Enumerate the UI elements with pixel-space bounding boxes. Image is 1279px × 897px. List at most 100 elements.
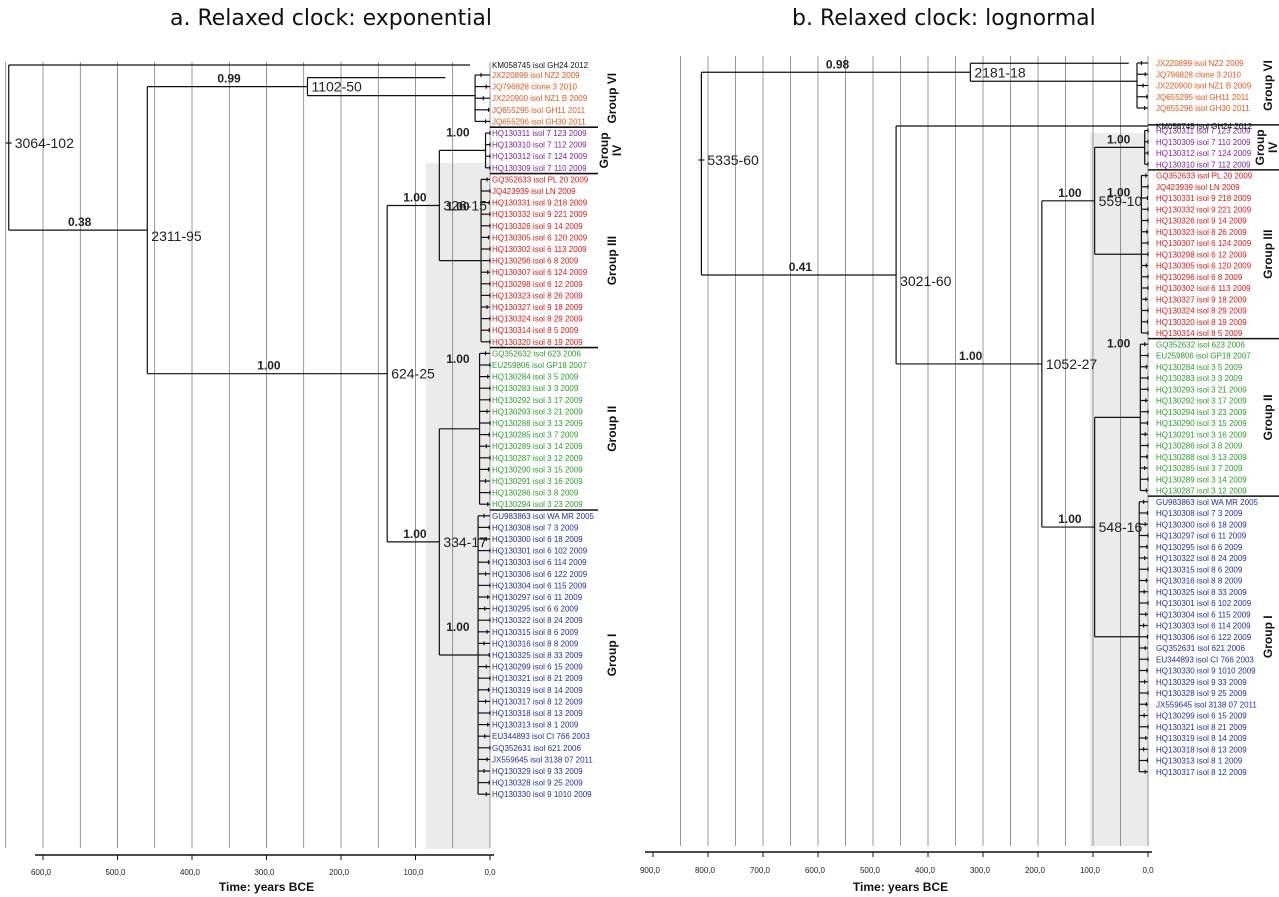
- axis-tick-label: 500,0: [105, 868, 126, 877]
- taxon-label: HQ130288 isol 3 13 2009: [492, 419, 583, 428]
- hpd-shade: [426, 163, 490, 849]
- taxon-label: HQ130320 isol 8 19 2009: [1156, 318, 1247, 327]
- taxon-label: HQ130291 isol 3 16 2009: [1156, 430, 1247, 439]
- outgroup-label: KM058745 isol GH24 2012: [1156, 122, 1253, 131]
- node-age-label: 548-16: [1099, 519, 1143, 535]
- taxon-label: HQ130303 isol 6 114 2009: [1156, 622, 1251, 631]
- taxon-label: HQ130321 isol 8 21 2009: [492, 674, 583, 683]
- taxon-label: HQ130330 isol 9 1010 2009: [1156, 667, 1256, 676]
- taxon-label: HQ130323 isol 8 26 2009: [492, 291, 583, 300]
- posterior-label: 0.98: [826, 57, 850, 71]
- taxon-label: HQ130301 isol 6 102 2009: [492, 547, 588, 556]
- taxon-label: HQ130287 isol 3 12 2009: [492, 454, 583, 463]
- axis-tick-label: 200,0: [1025, 866, 1046, 875]
- taxon-label: HQ130296 isol 6 8 2009: [1156, 273, 1243, 282]
- taxon-label: HQ130304 isol 6 115 2009: [492, 581, 587, 590]
- taxon-label: HQ130291 isol 3 16 2009: [492, 477, 583, 486]
- taxon-label: JQ655295 isol GH11 2011: [1156, 93, 1250, 102]
- taxon-label: HQ130306 isol 6 122 2009: [492, 570, 588, 579]
- taxon-label: EU344893 isol CI 766 2003: [1156, 655, 1254, 664]
- axis-tick-label: 600,0: [31, 868, 52, 877]
- panel-a-tree: JX220899 isol NZ2 2009 JQ796828 clone 3 2…: [5, 61, 624, 894]
- posterior-label: 0.38: [68, 215, 92, 229]
- taxon-label: HQ130314 isol 8 5 2009: [1156, 329, 1243, 338]
- group-label: Group III: [605, 236, 619, 285]
- taxon-label: JQ423939 isol LN 2009: [492, 187, 576, 196]
- node-age-label: 2181-18: [974, 64, 1026, 80]
- taxon-label: HQ130297 isol 6 11 2009: [492, 593, 583, 602]
- axis-tick-label: 400,0: [180, 868, 201, 877]
- taxon-label: HQ130332 isol 9 221 2009: [1156, 205, 1252, 214]
- taxon-label: HQ130315 isol 8 6 2009: [492, 628, 579, 637]
- posterior-label: 1.00: [446, 200, 470, 214]
- taxon-label: GQ352632 isol 623 2006: [1156, 340, 1246, 349]
- posterior-label: 1.00: [403, 527, 427, 541]
- group-label: Group I: [1261, 615, 1275, 658]
- taxon-label: HQ130293 isol 3 21 2009: [492, 407, 583, 416]
- node-age-label: 326-15: [443, 198, 487, 214]
- taxon-label: HQ130292 isol 3 17 2009: [492, 396, 583, 405]
- taxon-label: EU259806 isol GP18 2007: [492, 361, 587, 370]
- node-age-label: 559-10: [1099, 193, 1143, 209]
- taxon-label: HQ130295 isol 6 6 2009: [492, 605, 579, 614]
- posterior-label: 1.00: [1058, 512, 1082, 526]
- taxon-label: HQ130305 isol 6 120 2009: [1156, 262, 1252, 271]
- taxon-label: HQ130297 isol 6 11 2009: [1156, 532, 1247, 541]
- group-label: Group II: [605, 406, 619, 452]
- outgroup-label: KM058745 isol GH24 2012: [492, 61, 589, 70]
- taxon-label: JX220900 isol NZ1 B 2009: [492, 94, 588, 103]
- taxon-label: HQ130300 isol 6 18 2009: [492, 535, 583, 544]
- posterior-label: 1.00: [1058, 186, 1082, 200]
- posterior-label: 0.99: [217, 72, 241, 86]
- taxon-label: HQ130324 isol 8 29 2009: [1156, 307, 1247, 316]
- taxon-label: HQ130313 isol 8 1 2009: [492, 721, 579, 730]
- group-label: Group VI: [1261, 60, 1275, 111]
- posterior-label: 0.41: [789, 260, 813, 274]
- taxon-label: JX559645 isol 3138 07 2011: [492, 755, 593, 764]
- posterior-label: 1.00: [446, 352, 470, 366]
- taxon-label: HQ130318 isol 8 13 2009: [492, 709, 583, 718]
- taxon-label: HQ130295 isol 6 6 2009: [1156, 543, 1243, 552]
- taxon-label: GU983863 isol WA MR 2005: [492, 512, 595, 521]
- group-label: Group II: [1261, 394, 1275, 440]
- taxon-label: HQ130316 isol 8 8 2009: [1156, 577, 1243, 586]
- taxon-label: HQ130319 isol 8 14 2009: [1156, 734, 1247, 743]
- taxon-label: HQ130299 isol 6 15 2009: [1156, 712, 1247, 721]
- axis-tick-label: 700,0: [750, 866, 771, 875]
- taxon-label: HQ130312 isol 7 124 2009: [1156, 149, 1252, 158]
- taxon-label: HQ130298 isol 6 12 2009: [492, 280, 583, 289]
- taxon-label: JQ796828 clone 3 2010: [1156, 70, 1242, 79]
- taxon-label: HQ130314 isol 8 5 2009: [492, 326, 579, 335]
- taxon-label: HQ130318 isol 8 13 2009: [1156, 745, 1247, 754]
- axis-tick-label: 0,0: [484, 868, 496, 877]
- taxon-label: HQ130300 isol 6 18 2009: [1156, 520, 1247, 529]
- taxon-label: GU983863 isol WA MR 2005: [1156, 498, 1259, 507]
- taxon-label: HQ130316 isol 8 8 2009: [492, 639, 579, 648]
- taxon-label: HQ130303 isol 6 114 2009: [492, 558, 587, 567]
- node-age-label: 5335-60: [707, 152, 759, 168]
- taxon-label: HQ130308 isol 7 3 2009: [492, 523, 579, 532]
- taxon-label: HQ130284 isol 3 5 2009: [492, 373, 579, 382]
- posterior-label: 1.00: [959, 349, 983, 363]
- taxon-label: HQ130298 isol 6 12 2009: [1156, 250, 1247, 259]
- node-age-label: 3064-102: [15, 135, 74, 151]
- axis-tick-label: 600,0: [805, 866, 826, 875]
- node-age-label: 1102-50: [311, 79, 362, 95]
- taxon-label: HQ130289 isol 3 14 2009: [492, 442, 583, 451]
- taxon-label: HQ130311 isol 7 123 2009: [1156, 127, 1251, 136]
- taxon-label: HQ130290 isol 3 15 2009: [492, 465, 583, 474]
- taxon-label: HQ130301 isol 6 102 2009: [1156, 599, 1252, 608]
- taxon-label: HQ130328 isol 9 25 2009: [492, 779, 583, 788]
- taxon-label: HQ130284 isol 3 5 2009: [1156, 363, 1243, 372]
- taxon-label: HQ130310 isol 7 112 2009: [492, 141, 587, 150]
- taxon-label: JX559645 isol 3138 07 2011: [1156, 700, 1257, 709]
- panel-b-title: b. Relaxed clock: lognormal: [792, 6, 1096, 31]
- node-age-label: 1052-27: [1046, 356, 1098, 372]
- taxon-label: HQ130328 isol 9 25 2009: [1156, 689, 1247, 698]
- taxon-label: HQ130312 isol 7 124 2009: [492, 152, 588, 161]
- taxon-label: HQ130322 isol 8 24 2009: [1156, 554, 1247, 563]
- taxon-label: HQ130307 isol 6 124 2009: [492, 268, 588, 277]
- axis-tick-label: 900,0: [640, 866, 661, 875]
- taxon-label: HQ130305 isol 6 120 2009: [492, 233, 588, 242]
